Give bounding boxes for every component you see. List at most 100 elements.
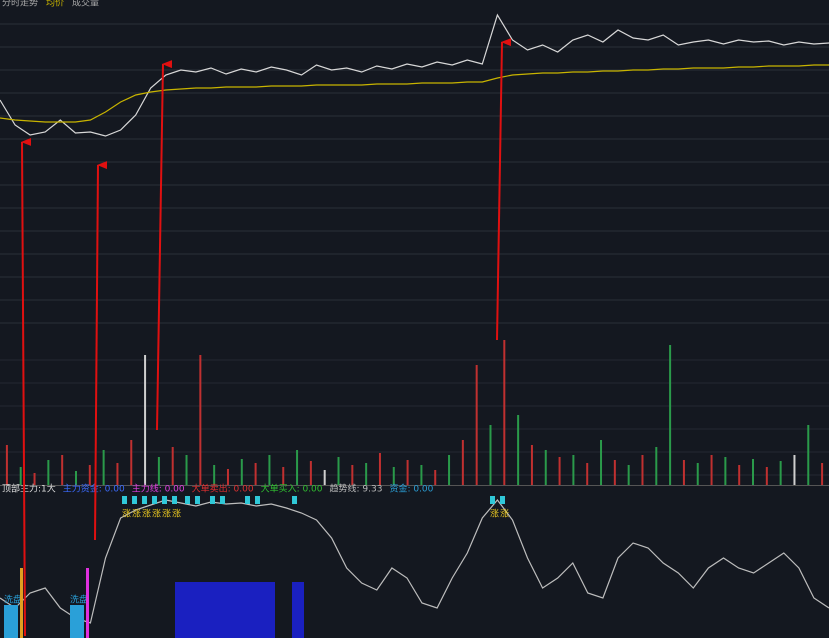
signal-tick: [132, 496, 137, 504]
signal-label: 涨: [132, 509, 141, 520]
volume-bar: [392, 467, 395, 485]
volume-bar: [544, 450, 547, 485]
volume-bar: [337, 457, 340, 485]
signal-tick: [152, 496, 157, 504]
signal-label: 涨: [152, 509, 161, 520]
signal-label: 涨: [172, 509, 181, 520]
volume-bar: [116, 463, 119, 485]
arrow: [21, 137, 32, 637]
volume-bar: [779, 461, 782, 485]
volume-bar: [406, 460, 409, 485]
signal-tick: [195, 496, 200, 504]
volume-bar: [268, 455, 271, 485]
volume-bar: [738, 465, 741, 485]
volume-bar: [378, 453, 381, 485]
signal-tick: [210, 496, 215, 504]
volume-bar: [88, 465, 91, 485]
volume-bar: [696, 463, 699, 485]
volume-bar: [793, 455, 796, 485]
blue-block: [292, 582, 304, 638]
grid: [0, 23, 829, 486]
volume-bar: [489, 425, 492, 485]
signal-tick: [185, 496, 190, 504]
volume-bar: [213, 465, 216, 485]
volume-bar: [254, 463, 257, 485]
legend-text: 分时走势: [2, 0, 38, 9]
volume-bar: [351, 465, 354, 485]
signal-bar: [20, 568, 23, 638]
volume-bar: [641, 455, 644, 485]
indicator-label: 主力线: 0.00: [132, 483, 185, 495]
signal-tick: [292, 496, 297, 504]
arrow: [496, 38, 512, 341]
volume-bar: [199, 355, 202, 485]
signal-bar: [86, 568, 89, 638]
volume-bar: [5, 445, 8, 485]
signal-tick: [162, 496, 167, 504]
volume-bar: [558, 457, 561, 485]
volume-bar: [240, 459, 243, 485]
volume-bar: [282, 467, 285, 485]
volume-bar: [586, 463, 589, 485]
volume-bar: [185, 455, 188, 485]
blue-bars: [175, 582, 304, 638]
volume-bar: [33, 473, 36, 485]
signal-tick: [220, 496, 225, 504]
signal-tick: [245, 496, 250, 504]
volume-bar: [47, 460, 50, 485]
volume-bar: [600, 440, 603, 485]
volume-bar: [144, 355, 147, 485]
series-line: [0, 499, 829, 624]
arrow: [94, 161, 108, 541]
signal-tick: [122, 496, 127, 504]
volume-bar: [724, 457, 727, 485]
volume-bar: [752, 459, 755, 485]
signal-tick: [255, 496, 260, 504]
signal-bars: [4, 605, 18, 638]
indicator-label: 大单买入: 0.00: [261, 483, 323, 495]
arrow: [156, 60, 173, 431]
volume-bar: [475, 365, 478, 485]
volume-bar: [461, 440, 464, 485]
volume-bar: [821, 463, 824, 485]
volume-bar: [710, 455, 713, 485]
volume-bar: [61, 455, 64, 485]
legend-text: 成交量: [72, 0, 99, 9]
volume-bar: [171, 447, 174, 485]
volume-bar: [572, 455, 575, 485]
signal-label: 洗盘: [70, 594, 88, 606]
volume-bar: [420, 465, 423, 485]
volume-bar: [130, 440, 133, 485]
volume-bar: [530, 445, 533, 485]
volume-bar: [226, 469, 229, 485]
volume-bar: [296, 450, 299, 485]
volume-bar: [448, 455, 451, 485]
arrows: [21, 38, 512, 637]
volume-bar: [503, 340, 506, 485]
volume-bar: [627, 465, 630, 485]
indicator-label: 资金: 0.00: [389, 483, 433, 495]
volume-bar: [807, 425, 810, 485]
volume-bar: [669, 345, 672, 485]
signal-label: 涨: [490, 509, 499, 520]
indicator-label: 主力资金: 0.00: [63, 483, 125, 495]
volume-bar: [365, 463, 368, 485]
signal-tick: [142, 496, 147, 504]
signal-label: 涨: [122, 509, 131, 520]
volume-bar: [434, 470, 437, 485]
blue-block: [175, 582, 275, 638]
volume-bar: [309, 461, 312, 485]
signal-label: 涨: [142, 509, 151, 520]
legend-text: 均价: [46, 0, 64, 9]
volume-bar: [613, 460, 616, 485]
signal-tick: [500, 496, 505, 504]
volume-bar: [19, 467, 22, 485]
volume-bar: [517, 415, 520, 485]
signal-label: 涨: [162, 509, 171, 520]
indicator-label: 大单卖出: 0.00: [192, 483, 254, 495]
indicator-label: 顶部主力:1大: [2, 483, 56, 495]
signal-label: 洗盘: [4, 594, 22, 606]
indicator-label: 趋势线: 9.33: [330, 483, 383, 495]
